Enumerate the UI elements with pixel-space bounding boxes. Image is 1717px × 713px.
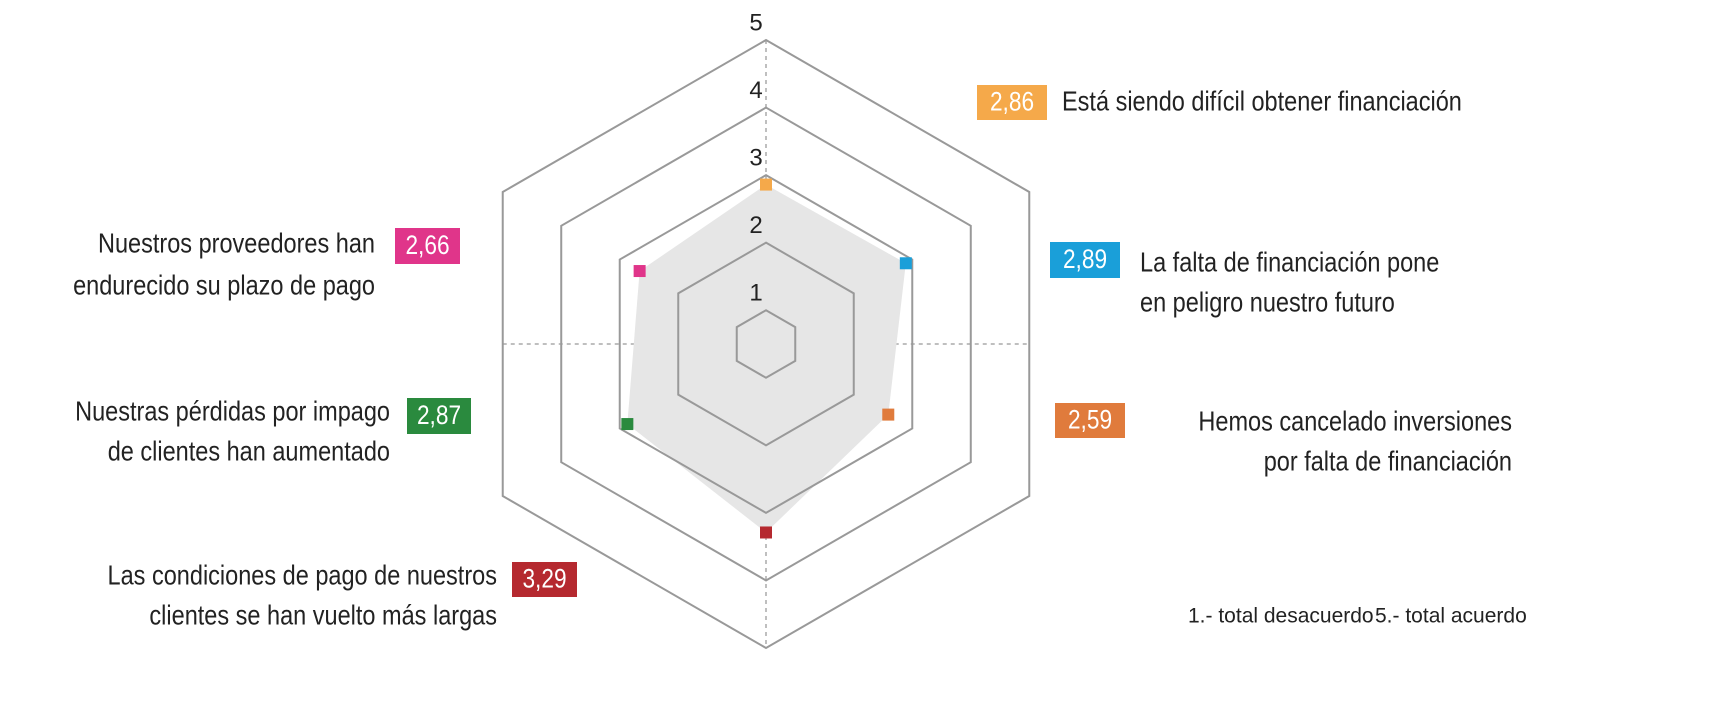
- tick-label: 3: [749, 144, 762, 171]
- value-label: 3,29: [522, 564, 566, 594]
- marker: [760, 178, 772, 191]
- grid-ring: [501, 38, 1031, 650]
- category-label: La falta de financiación pone: [1140, 248, 1439, 278]
- value-box: [395, 228, 460, 264]
- grid-ring: [560, 106, 972, 582]
- data-area: [627, 184, 906, 533]
- value-label: 2,86: [990, 87, 1034, 117]
- marker: [882, 408, 895, 421]
- value-label: 2,59: [1068, 405, 1112, 435]
- marker: [899, 257, 912, 270]
- category-label: Las condiciones de pago de nuestros: [108, 561, 497, 591]
- marker: [760, 526, 772, 539]
- value-box: [1050, 242, 1120, 278]
- category-label: Nuestras pérdidas por impago: [75, 397, 390, 427]
- category-label: por falta de financiación: [1264, 447, 1512, 477]
- category-label: Nuestros proveedores han: [98, 229, 375, 259]
- tick-label: 5: [749, 9, 762, 36]
- grid-ring: [618, 173, 914, 515]
- scale-note: 1.- total desacuerdo: [1188, 605, 1374, 628]
- marker: [621, 418, 634, 431]
- category-label: de clientes han aumentado: [108, 437, 390, 467]
- grid-ring: [735, 309, 797, 379]
- value-box: [977, 85, 1047, 120]
- value-label: 2,89: [1063, 244, 1107, 274]
- grid-ring: [677, 241, 855, 447]
- category-label: endurecido su plazo de pago: [73, 271, 375, 301]
- value-label: 2,87: [417, 400, 461, 430]
- value-box: [1055, 403, 1125, 438]
- category-label: Hemos cancelado inversiones: [1198, 407, 1512, 437]
- marker: [633, 265, 646, 278]
- tick-label: 2: [749, 212, 762, 239]
- scale-note: 5.- total acuerdo: [1375, 605, 1527, 628]
- category-label: clientes se han vuelto más largas: [149, 601, 497, 631]
- tick-label: 4: [749, 77, 762, 104]
- value-box: [512, 562, 577, 597]
- category-label: en peligro nuestro futuro: [1140, 288, 1395, 318]
- value-box: [407, 398, 471, 434]
- value-label: 2,66: [405, 230, 449, 260]
- tick-label: 1: [749, 280, 762, 307]
- category-label: Está siendo difícil obtener financiación: [1062, 87, 1462, 117]
